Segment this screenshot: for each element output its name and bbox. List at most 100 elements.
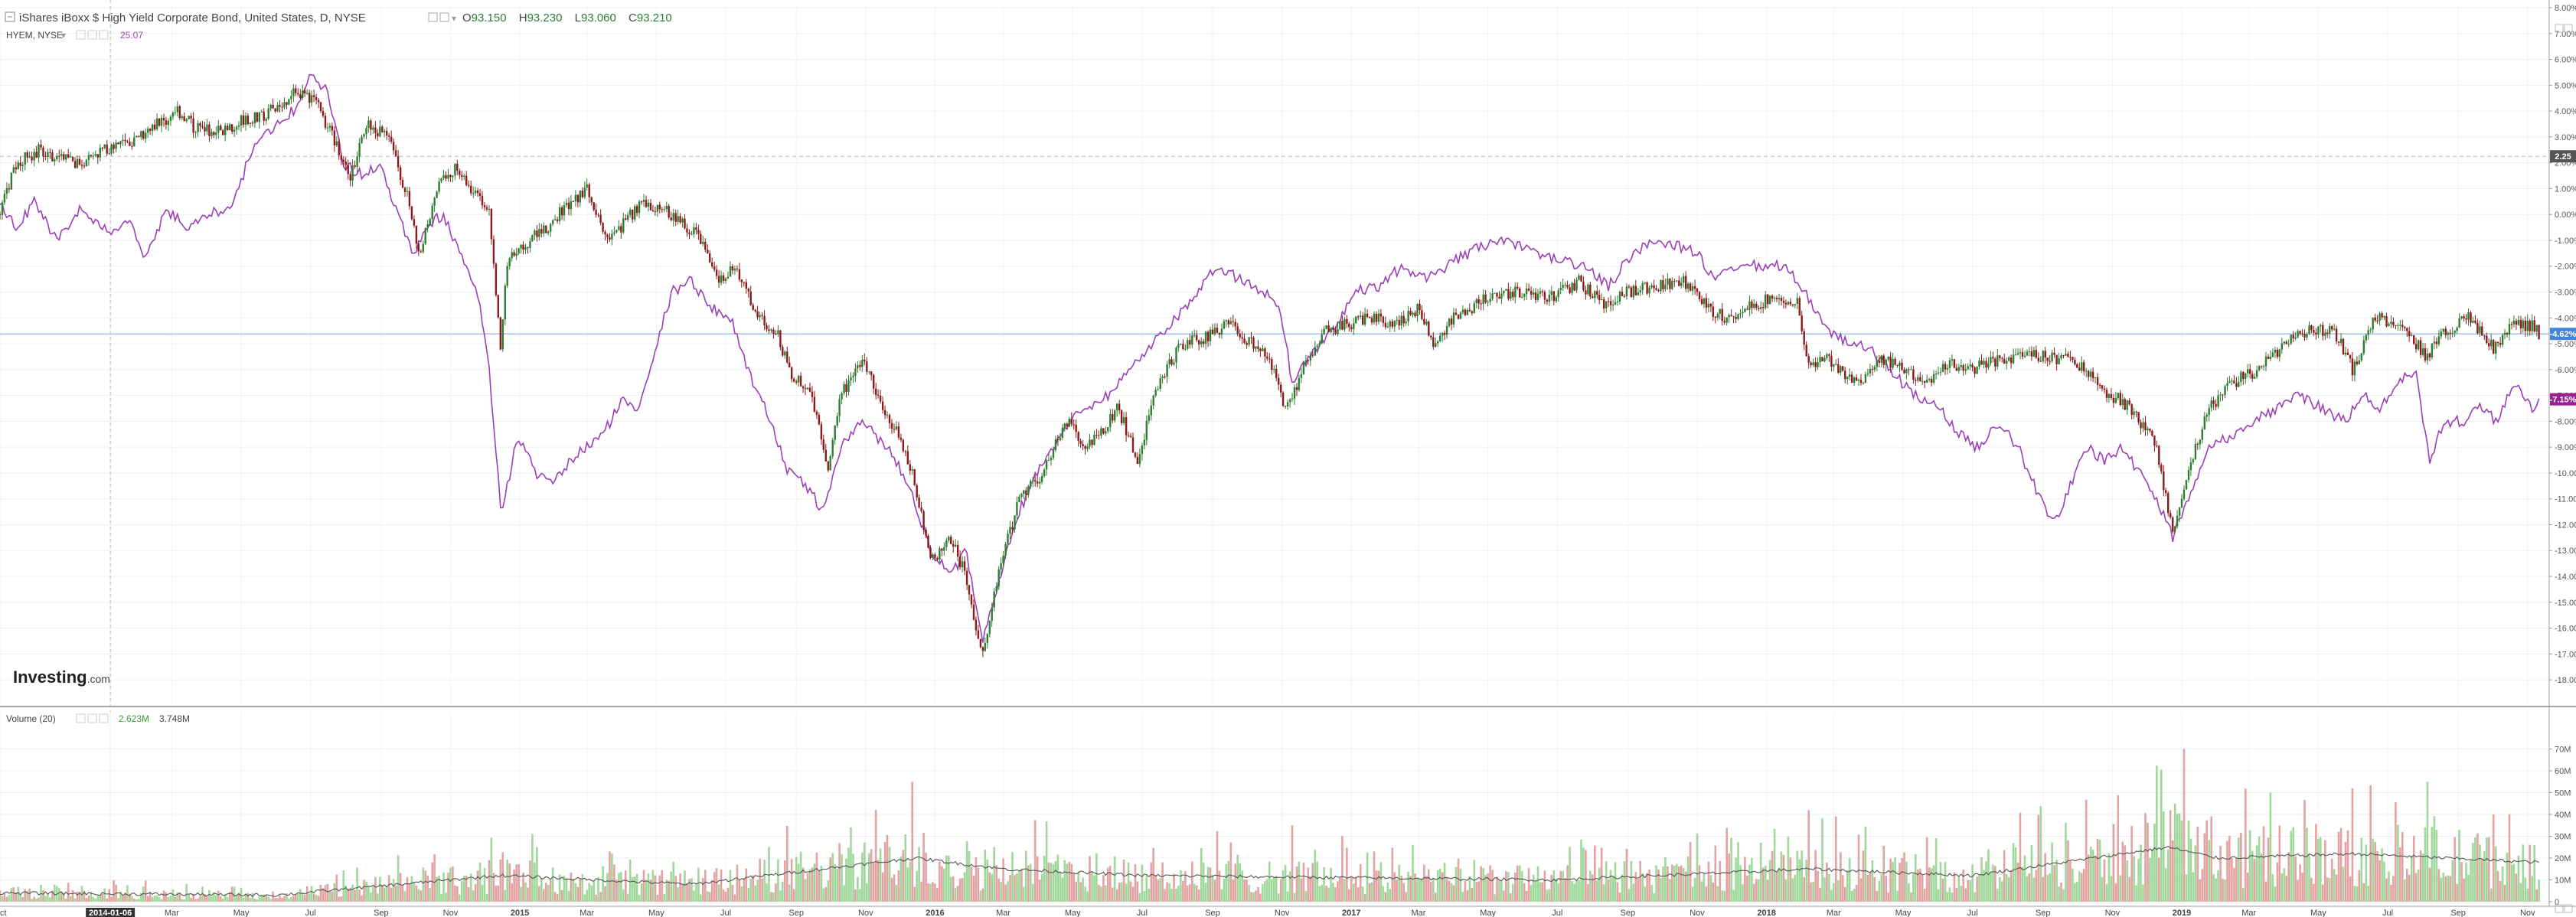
candle-body (1698, 292, 1701, 299)
more-menu-icon[interactable]: ▾ (452, 13, 456, 24)
volume-bar (1564, 878, 1566, 902)
candle-body (859, 364, 861, 367)
compare-menu-icon[interactable]: ▾ (61, 30, 66, 41)
candle-body (2014, 354, 2017, 356)
volume-bar (2055, 860, 2058, 902)
volume-bar (2037, 814, 2040, 902)
candle-body (2078, 367, 2081, 371)
volume-bar (349, 887, 351, 902)
candle-body (2165, 490, 2167, 494)
volume-bar (1363, 893, 1366, 902)
volume-bar (2474, 837, 2476, 902)
candle-body (1789, 302, 1792, 305)
hide-series-icon[interactable] (439, 12, 449, 22)
volume-bar (1737, 842, 1739, 902)
candle-body (670, 217, 672, 220)
volume-bar (403, 891, 406, 902)
volume-bar (1928, 867, 1931, 902)
candle-body (786, 351, 788, 363)
scale-auto-icon[interactable] (2564, 904, 2573, 913)
volume-tick-label: 60M (2555, 767, 2571, 776)
candle-body (424, 228, 426, 244)
candle-body (658, 204, 661, 210)
restore-pane-icon[interactable] (2555, 24, 2564, 33)
volume-bar (1569, 847, 1571, 902)
volume-settings-icon[interactable] (76, 713, 86, 723)
volume-bar (965, 840, 968, 902)
hyem-line (0, 73, 2540, 643)
collapse-legend-icon[interactable] (5, 11, 15, 22)
volume-bar (1723, 890, 1725, 902)
time-tick-label: Nov (2105, 909, 2121, 917)
volume-bar (1361, 886, 1364, 902)
candle-body (1514, 286, 1517, 298)
candle-body (1407, 311, 1409, 322)
volume-bar (1878, 880, 1881, 902)
compare-settings-icon[interactable] (76, 30, 86, 40)
candle-body (904, 451, 906, 452)
candle-body (1992, 357, 1994, 359)
volume-bar (1268, 861, 1271, 902)
candle-body (1944, 364, 1947, 370)
volume-bar (522, 872, 524, 902)
volume-bar (1412, 844, 1414, 902)
candle-body (883, 410, 886, 416)
time-axis[interactable]: Oct2014-01-06MarMayJulSepNov2015MarMayJu… (0, 908, 2535, 917)
maximize-pane-icon[interactable] (2564, 24, 2573, 33)
volume-bar (925, 852, 927, 902)
candle-body (793, 379, 795, 382)
volume-bar (472, 890, 475, 902)
volume-bar (108, 889, 110, 902)
volume-bar (911, 782, 913, 902)
volume-bar (1277, 893, 1280, 902)
candle-body (2008, 357, 2010, 361)
candle-body (1794, 304, 1796, 305)
candle-body (958, 556, 962, 567)
volume-bar (260, 894, 263, 902)
volume-bar (870, 849, 873, 902)
volume-bar (2171, 840, 2174, 902)
volume-bar (1252, 892, 1255, 902)
volume-bar (2264, 881, 2267, 902)
candle-body (709, 253, 711, 263)
volume-bar (1582, 847, 1585, 902)
volume-bar (2114, 883, 2117, 902)
volume-bar (1262, 883, 1264, 902)
time-tick-label: May (1480, 909, 1496, 917)
candle-body (474, 190, 477, 194)
candle-body (1983, 361, 1985, 365)
volume-bar (2007, 876, 2010, 902)
volume-bar (113, 879, 115, 902)
candle-body (2276, 350, 2279, 357)
volume-bar (288, 899, 290, 902)
candle-body (772, 329, 775, 334)
volume-bar (859, 889, 861, 902)
candle-body (1196, 334, 1198, 341)
candle-body (265, 119, 267, 121)
volume-bar (1978, 874, 1980, 902)
volume-bar (47, 893, 49, 902)
candle-body (1876, 361, 1878, 367)
candle-body (290, 96, 292, 100)
volume-bar (1457, 858, 1460, 902)
volume-bar (1830, 889, 1833, 902)
compare-remove-icon[interactable] (99, 30, 109, 40)
volume-hide-icon[interactable] (87, 713, 97, 723)
price-tick-label: -1.00% (2555, 237, 2576, 246)
candle-body (1859, 380, 1863, 383)
settings-icon[interactable] (428, 12, 438, 22)
volume-bar (312, 893, 315, 902)
scale-settings-icon[interactable] (2555, 904, 2564, 913)
volume-bar (322, 888, 325, 902)
volume-bar (1281, 870, 1285, 902)
compare-hide-icon[interactable] (87, 30, 97, 40)
candle-body (103, 144, 106, 148)
volume-bar (1353, 883, 1355, 902)
volume-bar (802, 867, 805, 902)
volume-remove-icon[interactable] (99, 713, 109, 723)
price-tick-label: -3.00% (2555, 289, 2576, 298)
candle-body (1105, 431, 1107, 434)
candle-body (267, 108, 269, 119)
candle-body (33, 152, 35, 161)
